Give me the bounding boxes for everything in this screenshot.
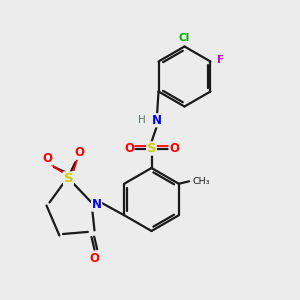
Text: O: O [42,152,52,165]
Text: S: S [64,172,73,185]
Text: N: N [152,114,162,127]
Text: N: N [92,198,102,211]
Text: F: F [218,55,224,65]
Text: S: S [147,142,156,155]
Text: H: H [138,115,146,125]
Text: O: O [89,251,100,265]
Text: O: O [169,142,179,155]
Text: CH₃: CH₃ [192,177,210,186]
Text: Cl: Cl [179,33,190,43]
Text: O: O [124,142,134,155]
Text: O: O [75,146,85,159]
